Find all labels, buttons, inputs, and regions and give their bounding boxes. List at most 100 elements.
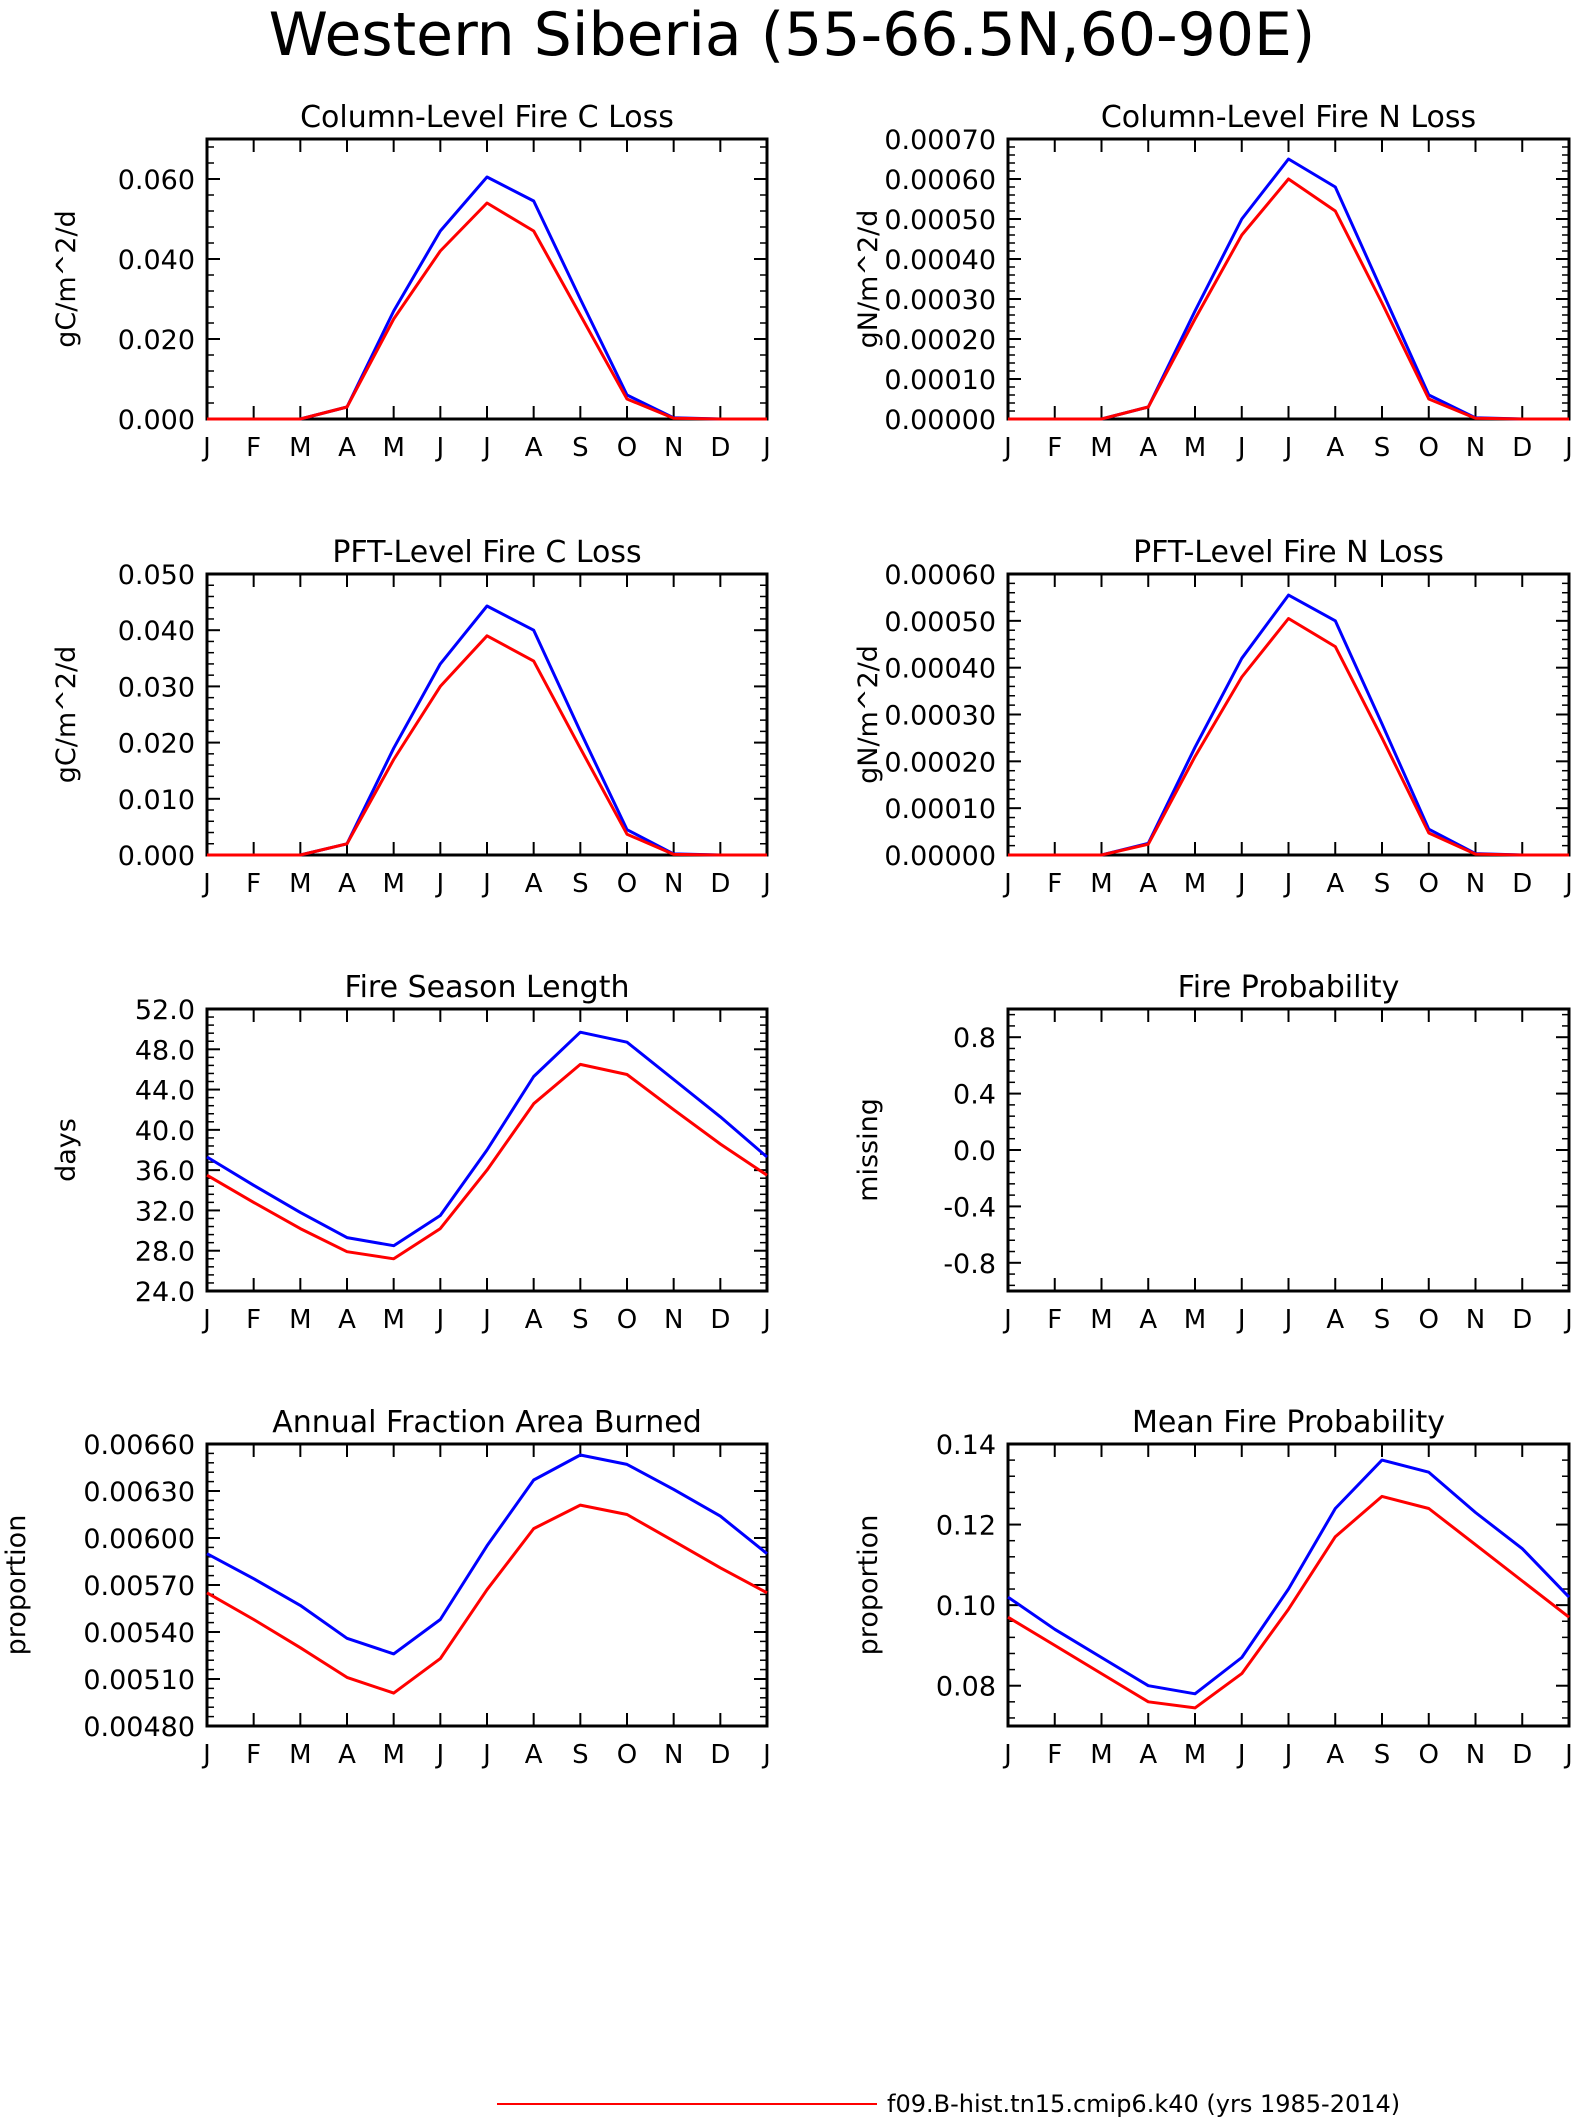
series-line: [1008, 617, 1569, 857]
y-tick-label: 0.000: [118, 841, 195, 872]
y-tick-label: 0.12: [936, 1511, 996, 1542]
series-line: [1008, 593, 1569, 857]
x-tick-label: J: [761, 869, 771, 899]
x-tick-label: F: [1047, 1305, 1062, 1335]
x-tick-label: F: [246, 1740, 261, 1770]
panel-title: Fire Probability: [1178, 970, 1400, 1005]
y-tick-label: 0.00540: [83, 1618, 195, 1649]
y-tick-label: 0.010: [118, 785, 195, 816]
x-tick-label: F: [246, 1305, 261, 1335]
x-tick-label: S: [1374, 1305, 1391, 1335]
x-tick-label: J: [201, 1740, 211, 1770]
x-tick-label: O: [1419, 433, 1439, 463]
y-tick-label: 0.00060: [884, 560, 996, 591]
x-tick-label: M: [382, 1305, 404, 1335]
x-tick-label: M: [1184, 869, 1206, 899]
plot-frame: [205, 137, 769, 421]
x-tick-label: M: [1090, 1305, 1112, 1335]
x-tick-label: S: [1374, 1740, 1391, 1770]
x-tick-label: M: [1184, 1740, 1206, 1770]
y-axis-label: gC/m^2/d: [51, 646, 82, 783]
x-tick-label: M: [1090, 869, 1112, 899]
x-tick-label: N: [1466, 869, 1485, 899]
x-tick-label: J: [201, 869, 211, 899]
y-tick-label: 0.00010: [884, 365, 996, 396]
y-axis-label: gC/m^2/d: [51, 210, 82, 347]
x-tick-label: N: [664, 869, 683, 899]
y-tick-label: 0.00570: [83, 1571, 195, 1602]
chart-panel: J F M A M J J A S O N D J0.000000.000100.000200.0003…: [853, 100, 1573, 463]
x-tick-label: J: [481, 869, 491, 899]
x-tick-label: A: [1326, 433, 1344, 463]
series-line: [206, 1503, 768, 1695]
x-tick-label: M: [1090, 433, 1112, 463]
y-axis-label: proportion: [853, 1515, 884, 1656]
x-tick-label: J: [434, 1305, 444, 1335]
x-tick-label: N: [1466, 433, 1485, 463]
x-tick-label: J: [1002, 1740, 1012, 1770]
series-line: [206, 1030, 768, 1248]
panel-title: PFT-Level Fire C Loss: [332, 535, 641, 570]
x-tick-label: A: [1326, 1305, 1344, 1335]
x-tick-label: J: [1002, 869, 1012, 899]
x-tick-label: M: [1184, 1305, 1206, 1335]
x-tick-label: J: [434, 433, 444, 463]
y-tick-label: 0.00010: [884, 794, 996, 825]
x-tick-label: J: [1236, 433, 1246, 463]
x-tick-label: M: [289, 1305, 311, 1335]
x-tick-label: A: [1139, 1305, 1157, 1335]
x-tick-label: N: [1466, 1740, 1485, 1770]
y-tick-label: 0.00050: [884, 205, 996, 236]
y-tick-label: 48.0: [135, 1035, 195, 1066]
x-tick-label: A: [338, 433, 356, 463]
x-tick-label: A: [525, 1740, 543, 1770]
series-line: [206, 1062, 768, 1261]
series-line: [206, 1453, 768, 1656]
plot-frame: [1006, 1442, 1571, 1728]
y-tick-label: 0.050: [118, 560, 195, 591]
y-tick-label: 0.020: [118, 729, 195, 760]
series-line: [1008, 157, 1569, 421]
x-tick-label: D: [710, 1305, 730, 1335]
y-tick-label: 0.00000: [884, 841, 996, 872]
y-tick-label: 0.030: [118, 672, 195, 703]
y-tick-label: 0.060: [118, 165, 195, 196]
series-line: [207, 634, 767, 857]
x-tick-label: J: [761, 433, 771, 463]
x-tick-label: O: [1419, 1305, 1439, 1335]
x-tick-label: S: [1374, 869, 1391, 899]
x-tick-label: N: [664, 1740, 683, 1770]
x-tick-label: M: [382, 1740, 404, 1770]
figure-title: Western Siberia (55-66.5N,60-90E): [269, 0, 1316, 70]
x-tick-label: J: [1236, 1305, 1246, 1335]
y-tick-label: 32.0: [135, 1196, 195, 1227]
plot-frame: [205, 572, 769, 857]
panels: J F M A M J J A S O N D J0.0000.0200.0400.060Column-…: [1, 100, 1573, 1770]
series-line: [207, 175, 767, 421]
y-tick-label: 0.00030: [884, 285, 996, 316]
y-tick-label: 0.8: [953, 1023, 996, 1054]
x-tick-label: F: [1047, 869, 1062, 899]
x-tick-label: O: [1419, 1740, 1439, 1770]
y-tick-label: 0.000: [118, 405, 195, 436]
x-tick-label: J: [201, 433, 211, 463]
y-axis-label: gN/m^2/d: [853, 210, 884, 349]
series-line: [207, 201, 767, 421]
x-tick-label: J: [481, 1740, 491, 1770]
x-tick-label: A: [525, 1305, 543, 1335]
series-line: [1008, 177, 1569, 421]
x-tick-label: A: [525, 433, 543, 463]
x-tick-label: O: [1419, 869, 1439, 899]
y-tick-label: 0.00070: [884, 125, 996, 156]
x-tick-label: J: [1002, 1305, 1012, 1335]
y-tick-label: 0.040: [118, 616, 195, 647]
x-tick-label: D: [1512, 869, 1532, 899]
x-tick-label: J: [434, 1740, 444, 1770]
x-tick-label: J: [1236, 1740, 1246, 1770]
y-tick-label: 0.00060: [884, 165, 996, 196]
x-tick-label: F: [246, 433, 261, 463]
y-tick-label: 0.00600: [83, 1524, 195, 1555]
x-tick-label: A: [1139, 1740, 1157, 1770]
